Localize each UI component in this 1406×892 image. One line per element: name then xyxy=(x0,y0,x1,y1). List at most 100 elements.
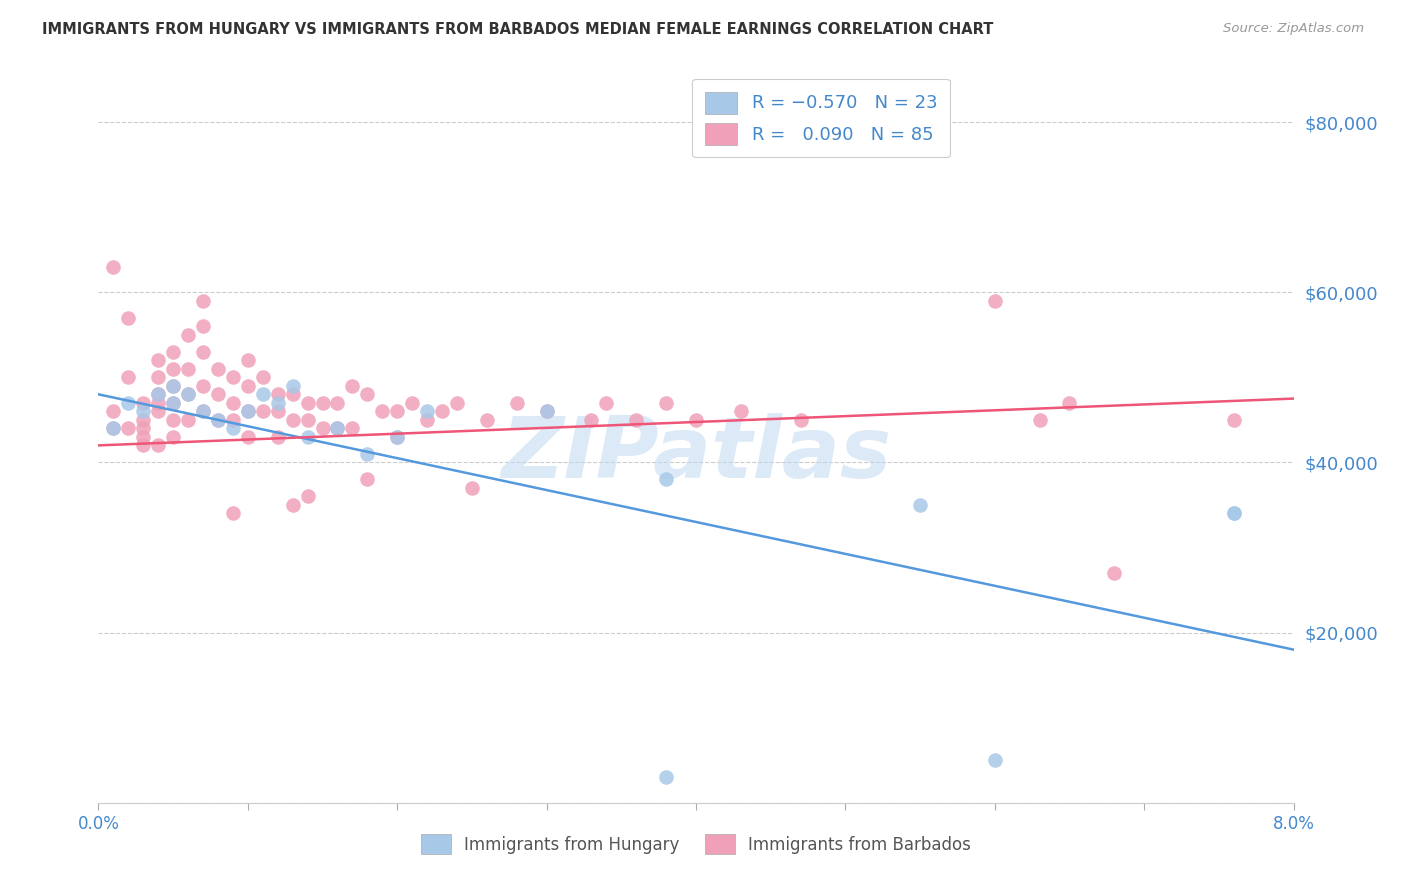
Point xyxy=(236,379,259,393)
Point xyxy=(162,396,184,410)
Point xyxy=(252,387,274,401)
Point xyxy=(117,370,139,384)
Text: ZIPatlas: ZIPatlas xyxy=(501,413,891,496)
Point xyxy=(1223,507,1246,521)
Point xyxy=(297,490,319,504)
Point xyxy=(789,413,811,427)
Point xyxy=(148,404,170,418)
Point xyxy=(730,404,752,418)
Point xyxy=(297,430,319,444)
Point xyxy=(148,387,170,401)
Point xyxy=(908,498,931,512)
Point xyxy=(191,404,214,418)
Point xyxy=(148,438,170,452)
Point xyxy=(267,404,290,418)
Point xyxy=(281,379,304,393)
Point xyxy=(222,507,245,521)
Point xyxy=(1104,566,1126,580)
Point xyxy=(207,361,229,376)
Point xyxy=(191,293,214,308)
Point xyxy=(326,421,349,435)
Text: Source: ZipAtlas.com: Source: ZipAtlas.com xyxy=(1223,22,1364,36)
Point xyxy=(984,293,1007,308)
Point xyxy=(236,404,259,418)
Point xyxy=(655,396,678,410)
Point xyxy=(342,379,364,393)
Point xyxy=(207,413,229,427)
Point xyxy=(191,404,214,418)
Point xyxy=(342,421,364,435)
Point xyxy=(297,413,319,427)
Point xyxy=(281,413,304,427)
Point xyxy=(162,361,184,376)
Point xyxy=(1028,413,1050,427)
Point xyxy=(191,344,214,359)
Point xyxy=(385,430,409,444)
Point xyxy=(191,319,214,334)
Point xyxy=(252,370,274,384)
Point xyxy=(103,421,125,435)
Point xyxy=(177,387,200,401)
Point xyxy=(103,404,125,418)
Point xyxy=(297,396,319,410)
Point xyxy=(267,396,290,410)
Point xyxy=(117,310,139,325)
Point xyxy=(267,387,290,401)
Point xyxy=(356,447,378,461)
Point xyxy=(281,387,304,401)
Point xyxy=(655,770,678,784)
Point xyxy=(475,413,498,427)
Point xyxy=(446,396,468,410)
Point xyxy=(177,387,200,401)
Point xyxy=(177,413,200,427)
Point xyxy=(117,396,139,410)
Point xyxy=(222,421,245,435)
Point xyxy=(191,379,214,393)
Point xyxy=(401,396,423,410)
Point xyxy=(207,387,229,401)
Point xyxy=(236,404,259,418)
Point xyxy=(984,753,1007,767)
Point xyxy=(581,413,603,427)
Point xyxy=(162,430,184,444)
Point xyxy=(222,413,245,427)
Point xyxy=(177,327,200,342)
Point xyxy=(626,413,648,427)
Point xyxy=(103,260,125,274)
Point xyxy=(222,370,245,384)
Point xyxy=(132,396,155,410)
Point xyxy=(536,404,558,418)
Point xyxy=(148,387,170,401)
Point xyxy=(132,413,155,427)
Point xyxy=(117,421,139,435)
Point xyxy=(177,361,200,376)
Point xyxy=(1059,396,1081,410)
Point xyxy=(311,421,333,435)
Point xyxy=(148,353,170,368)
Text: IMMIGRANTS FROM HUNGARY VS IMMIGRANTS FROM BARBADOS MEDIAN FEMALE EARNINGS CORRE: IMMIGRANTS FROM HUNGARY VS IMMIGRANTS FR… xyxy=(42,22,994,37)
Point xyxy=(103,421,125,435)
Point xyxy=(506,396,529,410)
Point xyxy=(595,396,617,410)
Point xyxy=(132,438,155,452)
Point xyxy=(461,481,484,495)
Point xyxy=(1223,413,1246,427)
Point xyxy=(207,413,229,427)
Point xyxy=(236,353,259,368)
Point xyxy=(281,498,304,512)
Point xyxy=(416,413,439,427)
Point xyxy=(1223,507,1246,521)
Point xyxy=(148,370,170,384)
Point xyxy=(536,404,558,418)
Point xyxy=(162,379,184,393)
Point xyxy=(356,472,378,486)
Point xyxy=(416,404,439,418)
Point xyxy=(148,396,170,410)
Point xyxy=(132,421,155,435)
Point xyxy=(655,472,678,486)
Point xyxy=(685,413,707,427)
Point xyxy=(326,396,349,410)
Point xyxy=(385,430,409,444)
Legend: Immigrants from Hungary, Immigrants from Barbados: Immigrants from Hungary, Immigrants from… xyxy=(415,828,977,861)
Point xyxy=(162,396,184,410)
